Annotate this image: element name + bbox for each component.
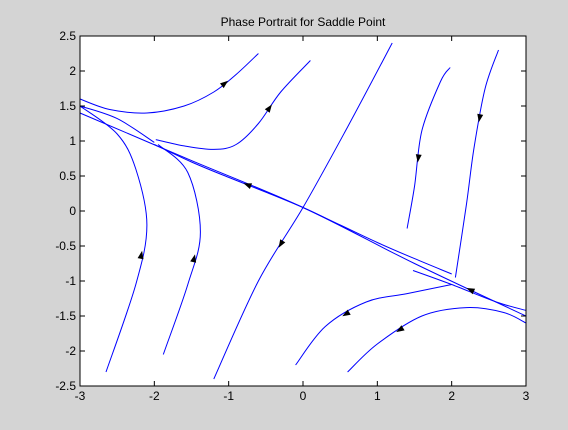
trajectory-line (157, 144, 201, 355)
trajectory-line (154, 144, 452, 275)
direction-arrow-icon (243, 183, 253, 189)
trajectory-line (295, 284, 452, 366)
direction-arrow-icon (220, 80, 229, 89)
trajectory-line (79, 105, 148, 373)
axes-background (80, 36, 526, 386)
direction-arrow-icon (342, 309, 351, 317)
series-layer (79, 42, 527, 380)
trajectory-line (412, 270, 527, 311)
trajectory-line (347, 307, 527, 373)
y-tick-label: -2 (65, 344, 76, 358)
y-tick-label: -0.5 (55, 239, 76, 253)
trajectory-line (406, 67, 451, 229)
x-tick-label: -1 (223, 389, 234, 403)
trajectory-line (454, 49, 499, 278)
direction-arrow-icon (190, 254, 197, 263)
x-tick-label: 1 (374, 389, 381, 403)
x-tick-label: 3 (523, 389, 530, 403)
chart-title: Phase Portrait for Saddle Point (221, 15, 386, 29)
x-tick-label: -3 (75, 389, 86, 403)
trajectory-line (155, 60, 311, 150)
x-tick-label: 0 (300, 389, 307, 403)
y-tick-label: 0.5 (59, 169, 76, 183)
direction-arrow-icon (278, 239, 286, 248)
y-tick-label: -1 (65, 274, 76, 288)
tick-layer: -3 -2 -1 0 1 2 3 2.5 2 1.5 1 0.5 0 -0.5 -1 -1.5 -2 -2.5 (55, 29, 529, 403)
y-tick-label: 0 (69, 204, 76, 218)
y-tick-label: 1.5 (59, 99, 76, 113)
direction-arrow-icon (415, 154, 422, 163)
y-tick-label: -1.5 (55, 309, 76, 323)
x-tick-label: -2 (149, 389, 160, 403)
y-tick-label: 2.5 (59, 29, 76, 43)
trajectory-line (79, 105, 155, 143)
trajectory-line (79, 53, 259, 114)
direction-arrow-icon (477, 113, 484, 123)
x-tick-label: 2 (448, 389, 455, 403)
y-tick-label: 2 (69, 64, 76, 78)
direction-arrow-icon (396, 325, 405, 333)
arrow-layer (137, 80, 484, 333)
direction-arrow-icon (264, 104, 272, 113)
direction-arrow-icon (137, 250, 144, 260)
y-tick-label: -2.5 (55, 379, 76, 393)
direction-arrow-icon (466, 288, 476, 295)
y-tick-label: 1 (69, 134, 76, 148)
